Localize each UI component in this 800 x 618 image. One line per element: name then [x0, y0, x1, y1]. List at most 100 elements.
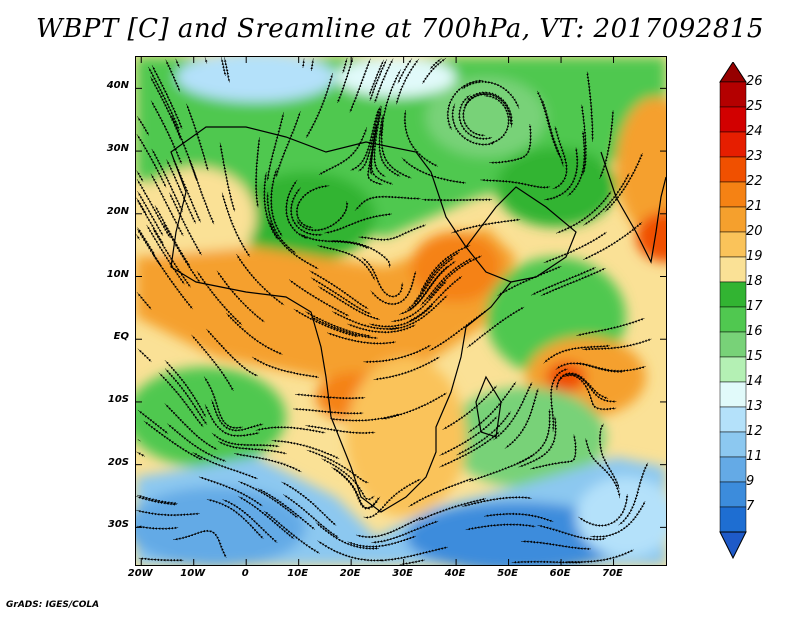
streamline [380, 122, 412, 179]
lat-tick-label: 20S [107, 456, 129, 468]
colorbar-swatch [719, 456, 747, 483]
credit-text: GrADS: IGES/COLA [6, 600, 100, 610]
lat-tick-label: 30N [106, 143, 129, 155]
streamline [618, 462, 649, 526]
colorbar-label: 11 [746, 449, 763, 464]
colorbar-swatch [719, 81, 747, 108]
map-svg [136, 57, 666, 565]
streamline [206, 499, 264, 540]
colorbar-label: 15 [746, 349, 763, 364]
streamline [408, 477, 473, 508]
streamline [354, 195, 421, 211]
streamline [333, 468, 381, 510]
streamline [541, 99, 564, 167]
streamline [216, 270, 265, 323]
colorbar-label: 7 [746, 499, 755, 514]
streamline [137, 439, 141, 442]
streamline [211, 399, 264, 432]
streamline [584, 438, 621, 499]
streamline [462, 496, 532, 507]
streamline [281, 481, 337, 526]
streamline [301, 58, 305, 69]
colorbar-swatch [719, 131, 747, 158]
streamline [255, 426, 326, 434]
colorbar-label: 20 [746, 224, 763, 239]
streamline [446, 79, 484, 130]
streamline [530, 267, 596, 296]
streamline [167, 423, 227, 462]
streamline [543, 344, 610, 364]
colorbar-swatch [719, 206, 747, 233]
streamline [520, 540, 591, 551]
streamline [395, 58, 420, 105]
lat-tick-label: 30S [107, 519, 129, 531]
streamline [516, 409, 551, 465]
colorbar-swatch [719, 231, 747, 258]
wbpt-field [136, 57, 666, 565]
lon-tick-label: 0 [241, 568, 249, 579]
streamline [537, 525, 607, 541]
colorbar-bottom-arrow [719, 531, 747, 560]
colorbar-swatch [719, 381, 747, 408]
colorbar-label: 26 [746, 74, 763, 89]
lon-tick-label: 50E [497, 568, 518, 579]
lat-tick-label: 10S [107, 393, 129, 405]
grid-ticks [136, 57, 666, 565]
streamline [136, 509, 200, 517]
streamline [466, 306, 525, 348]
streamline [576, 362, 646, 373]
colorbar-swatch [719, 356, 747, 383]
lon-tick-label: 10W [180, 568, 206, 579]
streamline [369, 59, 388, 101]
streamline [294, 393, 366, 400]
lon-tick-label: 40E [444, 568, 466, 579]
streamline [146, 224, 185, 285]
streamline [381, 392, 447, 420]
streamline [136, 496, 177, 506]
streamline [564, 373, 617, 411]
streamline [148, 66, 180, 131]
lat-tick-label: 40N [106, 80, 129, 92]
colorbar-swatch [719, 281, 747, 308]
colorbar-swatch [719, 256, 747, 283]
streamline [254, 137, 261, 208]
streamline [358, 105, 381, 172]
streamline [204, 57, 208, 64]
lat-tick-label: 10N [106, 268, 129, 280]
chart-title: WBPT [C] and Sreamline at 700hPa, VT: 20… [36, 14, 764, 44]
colorbar-swatch [719, 431, 747, 458]
colorbar-label: 23 [746, 149, 763, 164]
colorbar-top-arrow [719, 62, 747, 83]
streamline [166, 159, 197, 224]
colorbar-label: 21 [746, 199, 763, 214]
streamline [480, 178, 551, 189]
colorbar-swatch [719, 306, 747, 333]
colorbar-label: 22 [746, 174, 763, 189]
lat-tick-label: 20N [106, 205, 129, 217]
streamline [266, 192, 296, 254]
colorbar-label: 13 [746, 399, 763, 414]
streamline [373, 356, 440, 381]
streamline [138, 557, 184, 562]
colorbar-label: 12 [746, 424, 763, 439]
lon-tick-label: 10E [287, 568, 309, 579]
colorbar-label: 16 [746, 324, 763, 339]
colorbar-swatch [719, 106, 747, 133]
streamline [310, 58, 314, 72]
streamline [136, 292, 152, 310]
streamline [266, 112, 284, 181]
streamline [465, 523, 536, 531]
colorbar-swatch [719, 481, 747, 508]
streamline [251, 356, 319, 379]
streamline [420, 258, 472, 306]
colorbar-swatch [719, 181, 747, 208]
streamline [583, 173, 630, 226]
streamline [293, 407, 364, 415]
streamline [172, 529, 227, 558]
streamline [296, 201, 349, 232]
lon-tick-label: 60E [549, 568, 571, 579]
streamline [164, 360, 207, 418]
lon-tick-label: 20W [127, 568, 153, 579]
streamline [378, 546, 448, 562]
map-panel [135, 56, 667, 566]
